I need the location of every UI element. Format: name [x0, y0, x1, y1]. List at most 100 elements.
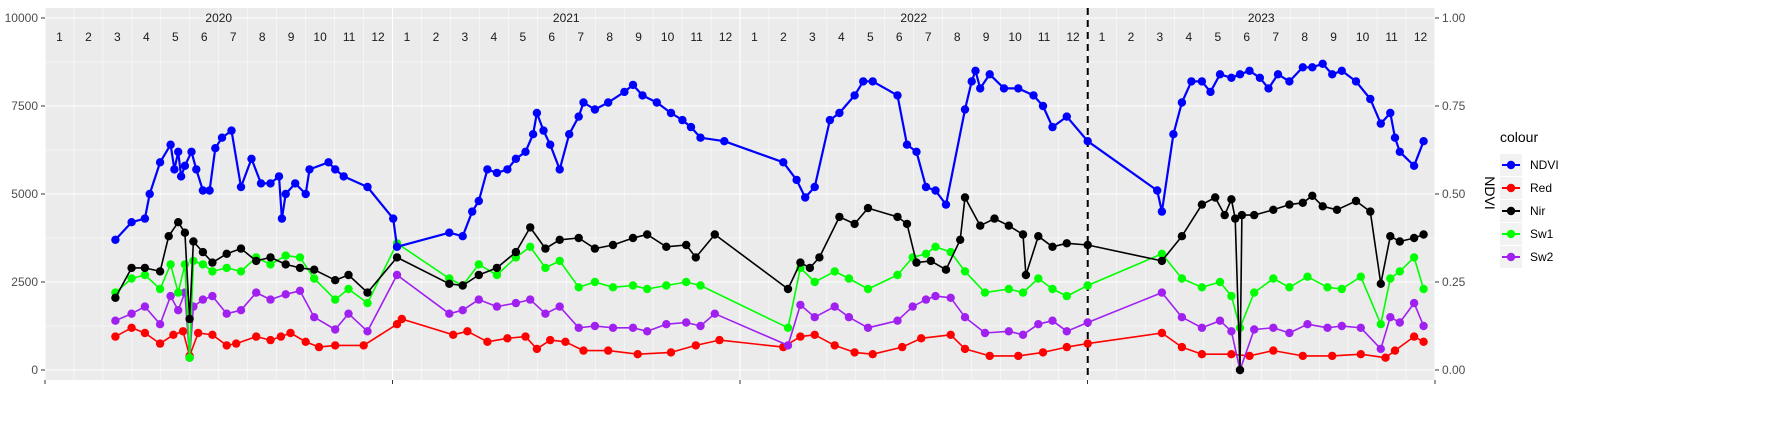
left-axis-tick-label: 5000: [11, 187, 38, 201]
month-label: 1: [1099, 30, 1106, 44]
data-point-red: [483, 337, 492, 346]
data-point-ndvi: [474, 196, 483, 206]
data-point-ndvi: [779, 158, 788, 167]
data-point-sw2: [946, 293, 955, 302]
data-point-red: [111, 332, 120, 341]
data-point-ndvi: [574, 112, 583, 121]
data-point-nir: [310, 265, 319, 274]
data-point-red: [917, 334, 926, 343]
data-point-ndvi: [565, 130, 574, 139]
data-point-red: [868, 350, 877, 359]
data-point-nir: [511, 247, 521, 257]
data-point-red: [521, 332, 530, 341]
series-line-sw2: [115, 274, 1425, 371]
month-label: 4: [1186, 30, 1193, 44]
data-point-nir: [1083, 240, 1092, 250]
data-point-sw2: [445, 309, 454, 318]
legend-item-ndvi: NDVI: [1500, 154, 1559, 176]
data-point-sw2: [1004, 327, 1013, 336]
data-point-nir: [1220, 210, 1229, 220]
data-point-sw2: [1048, 316, 1057, 325]
data-point-sw2: [830, 302, 839, 311]
data-point-nir: [474, 270, 483, 280]
month-label: 2: [780, 30, 787, 44]
data-point-sw2: [1269, 323, 1278, 332]
data-point-ndvi: [792, 175, 801, 185]
month-label: 7: [230, 30, 237, 44]
data-point-ndvi: [1177, 98, 1187, 107]
data-point-sw2: [236, 306, 246, 315]
data-point-red: [985, 351, 994, 361]
data-point-sw1: [1034, 274, 1043, 283]
data-point-sw2: [222, 309, 231, 318]
data-point-red: [796, 332, 805, 341]
data-point-sw1: [1419, 284, 1428, 294]
data-point-sw2: [1177, 313, 1187, 322]
data-point-sw1: [893, 270, 902, 280]
data-point-sw2: [458, 306, 467, 315]
data-point-sw2: [710, 309, 719, 318]
data-point-sw2: [1395, 318, 1405, 327]
data-point-red: [604, 346, 613, 355]
data-point-red: [169, 330, 178, 339]
data-point-red: [286, 328, 295, 338]
data-point-sw2: [863, 323, 873, 332]
data-point-ndvi: [801, 193, 810, 202]
data-point-sw2: [252, 288, 261, 297]
data-point-ndvi: [539, 126, 548, 135]
data-point-sw2: [590, 321, 600, 331]
legend-key-point: [1506, 206, 1516, 216]
data-point-sw2: [111, 316, 120, 325]
data-point-nir: [628, 233, 638, 243]
data-point-ndvi: [1062, 112, 1072, 121]
data-point-nir: [1395, 237, 1405, 246]
data-point-nir: [1157, 256, 1167, 266]
right-axis-tick-label: 0.25: [1442, 275, 1466, 289]
data-point-sw1: [662, 281, 671, 290]
data-point-sw1: [281, 251, 290, 260]
year-label: 2022: [900, 11, 927, 25]
data-point-sw1: [1337, 284, 1347, 294]
data-point-ndvi: [1215, 70, 1225, 79]
data-point-sw2: [140, 302, 150, 311]
year-label: 2020: [205, 11, 232, 25]
data-point-ndvi: [1273, 70, 1283, 79]
data-point-ndvi: [941, 200, 951, 209]
data-point-ndvi: [1264, 84, 1273, 93]
data-point-sw2: [344, 309, 353, 318]
data-point-red: [1409, 332, 1419, 341]
data-point-nir: [266, 253, 275, 262]
data-point-ndvi: [967, 77, 976, 86]
data-point-ndvi: [1048, 122, 1057, 132]
data-point-ndvi: [140, 214, 150, 223]
data-point-nir: [111, 293, 120, 302]
data-point-sw1: [1018, 288, 1028, 297]
data-point-nir: [783, 284, 793, 294]
data-point-nir: [1366, 207, 1375, 216]
year-label: 2023: [1248, 11, 1275, 25]
month-label: 12: [371, 30, 385, 44]
data-point-red: [1157, 328, 1167, 338]
data-point-ndvi: [1366, 94, 1375, 104]
data-point-nir: [815, 253, 824, 262]
data-point-ndvi: [850, 91, 859, 100]
data-point-sw2: [921, 295, 931, 304]
data-point-red: [252, 332, 261, 341]
month-label: 9: [635, 30, 642, 44]
data-point-sw1: [155, 284, 165, 294]
data-point-ndvi: [1419, 137, 1428, 146]
left-axis-tick-label: 2500: [11, 275, 38, 289]
legend: colour NDVI Red Nir Sw1 Sw2: [1500, 129, 1559, 268]
data-point-nir: [164, 232, 173, 241]
data-point-sw2: [1337, 321, 1347, 331]
data-point-nir: [1419, 230, 1428, 239]
data-point-sw2: [492, 302, 502, 311]
data-point-red: [691, 341, 700, 350]
data-point-sw1: [931, 242, 940, 251]
data-point-sw2: [1419, 321, 1428, 331]
data-point-ndvi: [1235, 70, 1245, 79]
series-red: [111, 314, 1428, 362]
data-point-sw2: [574, 323, 583, 332]
data-point-sw2: [643, 327, 652, 336]
data-point-sw1: [830, 267, 839, 276]
